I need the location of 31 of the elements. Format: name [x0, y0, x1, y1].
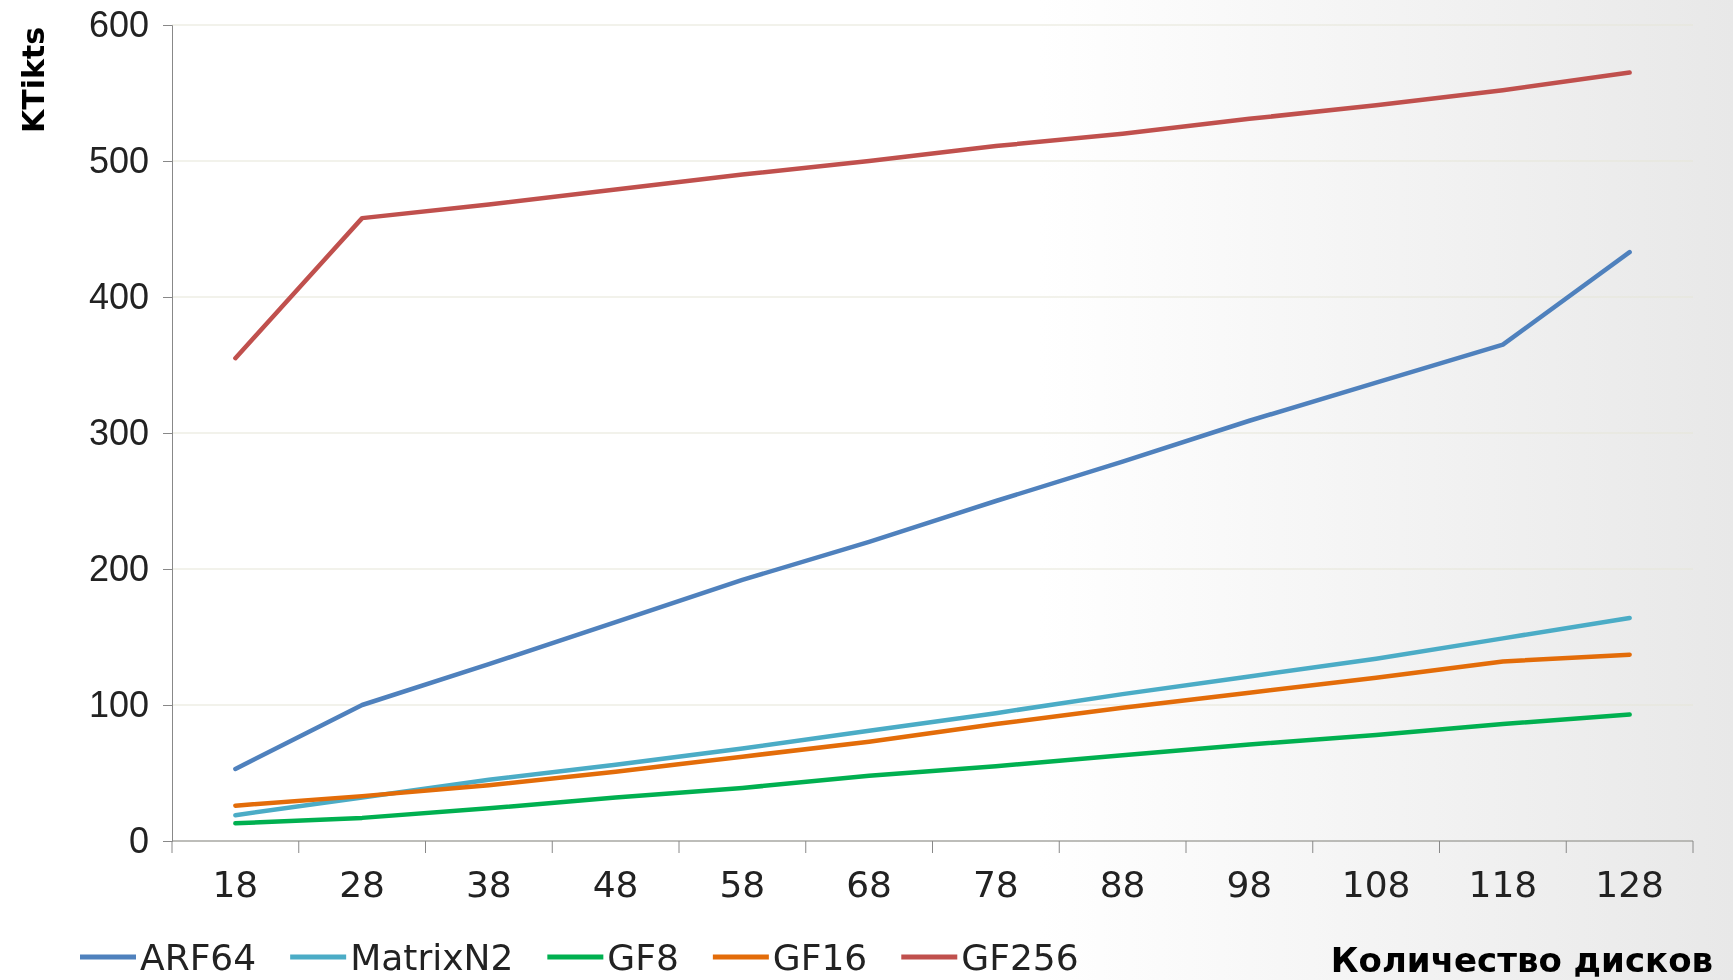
y-tick-label: 600: [88, 4, 149, 46]
x-tick-label: 68: [846, 864, 893, 905]
x-tick-label: 28: [339, 864, 386, 905]
y-axis-title: KTikts: [16, 26, 51, 134]
legend-label: GF256: [961, 937, 1079, 978]
x-tick-label: 78: [972, 864, 1019, 905]
legend-label: ARF64: [140, 937, 257, 978]
line-series: [233, 615, 1632, 818]
x-axis-title: Количество дисков: [1330, 940, 1713, 980]
line-series: [233, 652, 1632, 808]
x-tick-label: 108: [1341, 864, 1411, 905]
x-tick-label: 18: [212, 864, 259, 905]
legend-label: MatrixN2: [350, 937, 514, 978]
x-tick-label: 38: [465, 864, 512, 905]
y-tick-label: 0: [128, 820, 149, 862]
x-tick-label: 128: [1595, 864, 1664, 905]
line-series: [233, 712, 1632, 826]
legend-label: GF8: [607, 937, 679, 978]
y-tick-label: 200: [88, 548, 149, 590]
x-tick-label: 88: [1099, 864, 1146, 905]
x-tick-label: 118: [1468, 864, 1538, 905]
legend-label: GF16: [772, 937, 868, 978]
x-tick-label: 58: [719, 864, 766, 905]
y-tick-label: 100: [88, 684, 149, 726]
y-tick-label: 300: [88, 412, 149, 454]
x-tick-label: 98: [1226, 864, 1273, 905]
x-tick-label: 48: [592, 864, 639, 905]
y-tick-label: 500: [88, 140, 149, 182]
line-series: [233, 249, 1632, 772]
y-tick-label: 400: [88, 276, 149, 318]
line-series: [233, 70, 1632, 361]
